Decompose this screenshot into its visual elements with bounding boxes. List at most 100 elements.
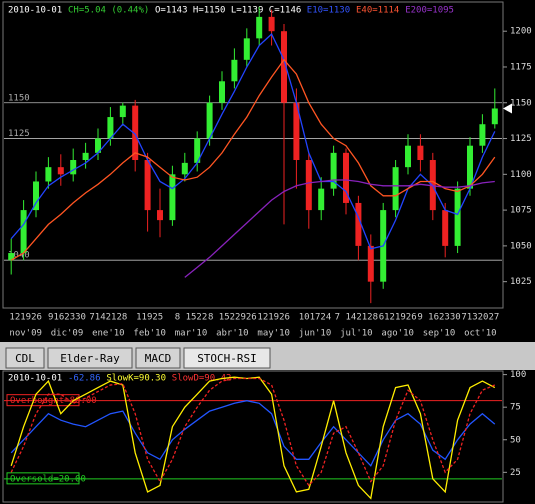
header-text: CH=5.04 (0.44%) [68, 6, 149, 16]
candle-body [343, 152, 349, 203]
x-day-label: 121926 [257, 313, 290, 323]
level-label: Oversold=20.00 [10, 474, 86, 484]
candle-body [33, 181, 39, 211]
x-month-label: jun'10 [299, 329, 332, 339]
candle-body [157, 210, 163, 221]
x-day-label: 8 1522926 [208, 313, 257, 323]
candle-body [219, 81, 225, 103]
tab[interactable] [47, 347, 133, 369]
header-text: 2010-10-01 [8, 6, 62, 16]
candle-body [256, 16, 263, 39]
y-tick-label: 100 [510, 370, 526, 380]
x-month-label: ago'10 [381, 329, 414, 339]
price-panel-frame [2, 1, 504, 309]
candle-body [20, 210, 27, 254]
tab-label[interactable]: CDL [15, 352, 35, 365]
x-day-label: 8 1522 [175, 313, 208, 323]
candle-body [169, 174, 176, 221]
x-day-label: 7142128 [89, 313, 127, 323]
candle-body [293, 102, 300, 161]
y-tick-label: 1150 [510, 98, 532, 108]
header-text: E200=1095 [405, 6, 454, 16]
tab-label[interactable]: STOCH-RSI [197, 352, 257, 365]
candle-body [479, 124, 486, 146]
header-text: SlowK=90.30 [106, 374, 166, 384]
header-text: SlowD=90.42 [172, 374, 232, 384]
level-label-box [6, 472, 80, 485]
candle-body [95, 138, 101, 153]
y-tick-label: 1075 [510, 206, 532, 216]
x-month-label: nov'09 [9, 329, 42, 339]
candle-body [467, 145, 473, 189]
level-label: Overbought=80.00 [10, 396, 97, 406]
candle-body [57, 167, 64, 175]
horizontal-line-label: 1125 [8, 129, 30, 139]
candle-body [318, 188, 325, 211]
candle-body [305, 160, 312, 211]
candle-body [367, 245, 374, 282]
y-tick-label: 1200 [510, 27, 532, 37]
candle-body [144, 160, 151, 211]
candle-body [417, 145, 424, 161]
header-text: 2010-10-01 [8, 374, 62, 384]
indicator-line [10, 400, 496, 467]
x-month-label: may'10 [257, 329, 290, 339]
last-price-marker [503, 103, 512, 114]
candle-body [181, 162, 188, 175]
x-day-label: 121926 [9, 313, 42, 323]
candle-body [491, 108, 498, 125]
indicator-line [10, 377, 496, 487]
header-text: E40=1114 [356, 6, 399, 16]
x-month-label: jul'10 [340, 329, 373, 339]
x-month-label: dic'09 [51, 329, 84, 339]
candle-body [119, 105, 126, 118]
header-text: O=1143 H=1150 L=1139 C=1146 [155, 6, 301, 16]
tab-label[interactable]: Elder-Ray [60, 352, 120, 365]
candle-body [132, 105, 139, 161]
x-day-label: 101724 [299, 313, 332, 323]
candle-body [281, 31, 287, 103]
candle-body [82, 152, 89, 161]
x-day-label: 7132027 [461, 313, 499, 323]
x-day-label: 7 142128 [335, 313, 378, 323]
x-month-label: abr'10 [216, 329, 249, 339]
y-tick-label: 75 [510, 403, 521, 413]
y-tick-label: 1050 [510, 241, 532, 251]
tab[interactable] [5, 347, 45, 369]
header-text: E10=1130 [307, 6, 350, 16]
candle-body [206, 102, 213, 139]
candle-body [194, 138, 201, 163]
candle-body [107, 117, 114, 139]
x-day-label: 9 162330 [417, 313, 460, 323]
candle-body [8, 253, 15, 261]
indicator-line [10, 33, 496, 250]
y-tick-label: 1125 [510, 134, 532, 144]
candle-body [442, 210, 449, 246]
y-tick-label: 1025 [510, 277, 532, 287]
tab[interactable] [183, 347, 271, 369]
candle-body [405, 145, 411, 168]
tab[interactable] [135, 347, 181, 369]
y-tick-label: 50 [510, 435, 521, 445]
x-month-label: feb'10 [133, 329, 166, 339]
x-month-label: sep'10 [423, 329, 456, 339]
indicator-line [184, 179, 495, 278]
x-month-label: ene'10 [92, 329, 125, 339]
candle-body [355, 202, 362, 246]
y-tick-label: 25 [510, 468, 521, 478]
indicator-panel-frame [2, 370, 504, 503]
candle-body [268, 16, 275, 32]
x-day-label: 6121926 [379, 313, 417, 323]
y-tick-label: 1100 [510, 170, 532, 180]
candle-body [70, 160, 77, 175]
header-text: -62.86 [68, 374, 101, 384]
candle-body [243, 38, 250, 60]
y-tick-label: 1175 [510, 62, 532, 72]
candle-body [392, 167, 399, 211]
x-month-label: oct'10 [464, 329, 497, 339]
indicator-line [10, 376, 496, 500]
tab-label[interactable]: MACD [145, 352, 172, 365]
candle-body [454, 188, 461, 246]
